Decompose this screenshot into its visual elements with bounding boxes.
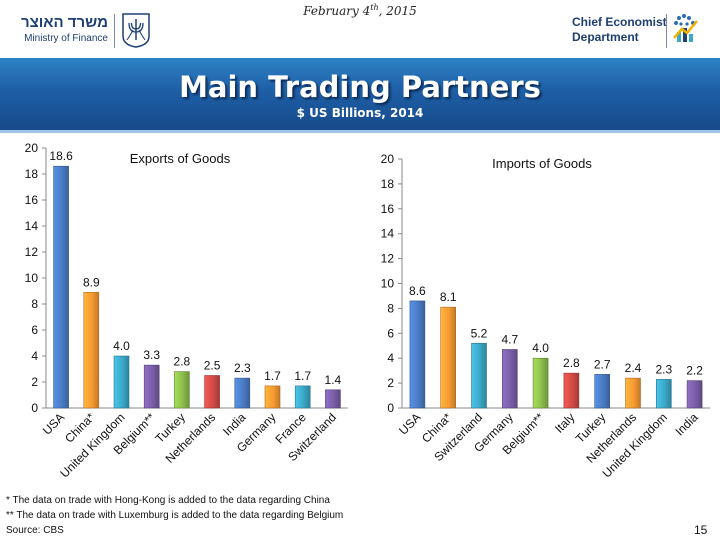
imports-chart: 024681012141618208.6USA8.1China*5.2Switz… [381, 152, 710, 481]
y-tick-label: 10 [381, 277, 395, 291]
bar [113, 355, 130, 409]
category-label: Italy [552, 410, 577, 435]
bar [294, 385, 311, 409]
top-header: February 4th, 2015 משרד האוצר Ministry o… [0, 0, 720, 58]
y-tick-label: 14 [25, 219, 39, 233]
y-tick-label: 6 [31, 323, 38, 337]
data-label: 4.0 [532, 341, 549, 355]
y-tick-label: 2 [31, 375, 38, 389]
ministry-logo-text: משרד האוצר Ministry of Finance [20, 14, 108, 44]
y-tick-label: 4 [31, 349, 38, 363]
data-label: 2.7 [594, 357, 611, 371]
y-tick-label: 0 [31, 401, 38, 415]
chart-title: Imports of Goods [492, 156, 592, 171]
y-tick-label: 20 [25, 141, 39, 155]
y-tick-label: 16 [381, 202, 395, 216]
y-tick-label: 4 [387, 351, 394, 365]
data-label: 4.7 [501, 332, 518, 346]
data-label: 2.5 [204, 359, 221, 373]
data-label: 2.3 [655, 362, 672, 376]
bar [264, 385, 281, 409]
divider [114, 14, 115, 48]
title-banner [0, 58, 720, 130]
data-label: 18.6 [49, 149, 73, 163]
y-tick-label: 14 [381, 227, 395, 241]
bar [563, 372, 580, 409]
chart-title: Exports of Goods [130, 151, 231, 166]
data-label: 2.3 [234, 361, 251, 375]
department-name: Chief Economist Department [572, 15, 667, 44]
page-number: 15 [694, 523, 708, 537]
department-logo-icon [673, 14, 698, 42]
y-tick-label: 8 [31, 297, 38, 311]
bar [204, 375, 220, 409]
bar [594, 374, 610, 409]
y-tick-label: 12 [25, 245, 39, 259]
data-label: 2.2 [686, 364, 703, 378]
y-tick-label: 10 [25, 271, 39, 285]
data-label: 4.0 [113, 339, 130, 353]
data-label: 1.7 [294, 369, 311, 383]
bar [174, 371, 190, 409]
y-tick-label: 20 [381, 152, 395, 166]
divider [666, 14, 667, 48]
bar [409, 300, 426, 409]
footnote-belgium: ** The data on trade with Luxemburg is a… [6, 510, 344, 521]
y-tick-label: 18 [381, 177, 395, 191]
data-label: 3.3 [143, 348, 160, 362]
page-title: Main Trading Partners [179, 70, 541, 104]
y-tick-label: 0 [387, 401, 394, 415]
data-label: 8.1 [440, 290, 457, 304]
bar [440, 306, 456, 409]
y-tick-label: 6 [387, 326, 394, 340]
bar [53, 165, 69, 409]
category-label: USA [396, 410, 423, 437]
data-label: 8.6 [409, 284, 426, 298]
bar [143, 364, 160, 409]
banner-underline [0, 130, 720, 133]
footnote-china: * The data on trade with Hong-Kong is ad… [6, 495, 330, 506]
ministry-english-name: Ministry of Finance [24, 33, 108, 44]
source-note: Source: CBS [6, 525, 64, 536]
bar [325, 389, 341, 409]
data-label: 2.8 [563, 356, 580, 370]
y-tick-label: 12 [381, 252, 395, 266]
y-tick-label: 16 [25, 193, 39, 207]
data-label: 8.9 [83, 275, 100, 289]
data-label: 2.8 [174, 355, 191, 369]
page-subtitle: $ US Billions, 2014 [296, 106, 424, 120]
y-tick-label: 18 [25, 167, 39, 181]
category-label: India [672, 410, 701, 439]
date-text: February 4th, 2015 [303, 3, 417, 18]
data-label: 1.4 [325, 373, 342, 387]
data-label: 1.7 [264, 369, 281, 383]
bar [502, 349, 518, 409]
bar [532, 357, 549, 409]
state-emblem-icon [122, 13, 150, 48]
bar [83, 292, 100, 409]
bar [686, 380, 703, 409]
bar [234, 377, 251, 409]
bar [655, 379, 672, 409]
bar [471, 342, 487, 409]
data-label: 5.2 [471, 326, 488, 340]
ministry-hebrew-name: משרד האוצר [20, 14, 108, 31]
y-tick-label: 2 [387, 376, 394, 390]
bar [625, 377, 641, 409]
y-tick-label: 8 [387, 301, 394, 315]
exports-chart: 0246810121416182018.6USA8.9China*4.0Unit… [25, 141, 348, 481]
data-label: 2.4 [625, 361, 642, 375]
